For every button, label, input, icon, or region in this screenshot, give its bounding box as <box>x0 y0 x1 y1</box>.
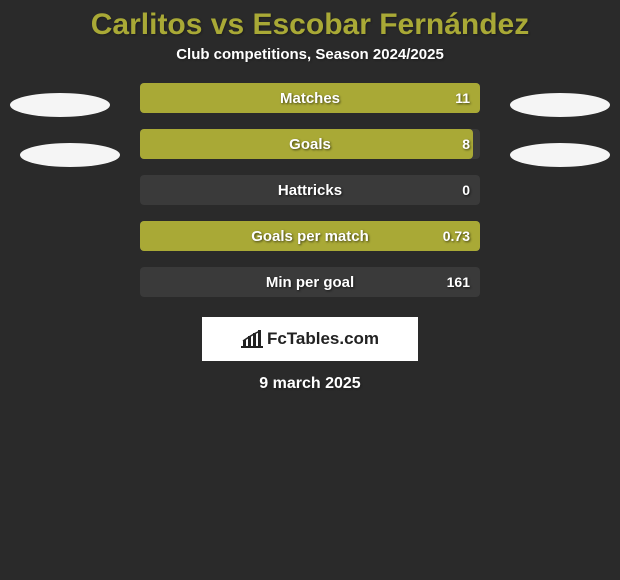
stat-row: Matches 11 <box>140 83 480 113</box>
stat-label: Hattricks <box>278 182 342 199</box>
stat-label: Goals <box>289 136 331 153</box>
right-oval-1 <box>510 93 610 117</box>
page-title: Carlitos vs Escobar Fernández <box>0 0 620 42</box>
stat-value-right: 11 <box>455 90 470 106</box>
date-text: 9 march 2025 <box>0 375 620 393</box>
stat-value-right: 0 <box>462 182 470 198</box>
stats-area: Matches 11 Goals 8 Hattricks 0 Goals per match… <box>0 83 620 297</box>
stat-rows: Matches 11 Goals 8 Hattricks 0 Goals per match… <box>140 83 480 297</box>
left-oval-2 <box>20 143 120 167</box>
page-subtitle: Club competitions, Season 2024/2025 <box>0 46 620 63</box>
left-oval-1 <box>10 93 110 117</box>
right-oval-2 <box>510 143 610 167</box>
stat-row: Min per goal 161 <box>140 267 480 297</box>
stat-value-right: 0.73 <box>443 228 470 244</box>
stat-row: Goals 8 <box>140 129 480 159</box>
brand-text: FcTables.com <box>267 329 379 349</box>
stat-row: Hattricks 0 <box>140 175 480 205</box>
stat-label: Min per goal <box>266 274 354 291</box>
stat-label: Matches <box>280 90 340 107</box>
stat-value-right: 161 <box>447 274 470 290</box>
chart-icon <box>241 330 263 348</box>
stat-row: Goals per match 0.73 <box>140 221 480 251</box>
brand-box[interactable]: FcTables.com <box>202 317 418 361</box>
stat-value-right: 8 <box>462 136 470 152</box>
stat-label: Goals per match <box>251 228 369 245</box>
